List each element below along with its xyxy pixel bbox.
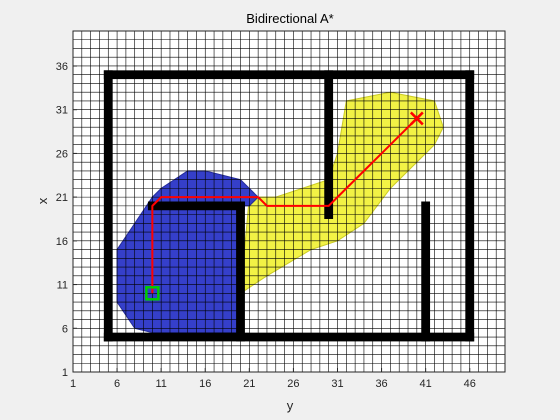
y-tick-label: 6 bbox=[62, 323, 68, 335]
y-tick-label: 21 bbox=[56, 192, 68, 204]
wall-segment bbox=[147, 201, 245, 211]
x-tick-label: 11 bbox=[155, 378, 166, 390]
path-line bbox=[151, 117, 418, 294]
axes-frame bbox=[72, 30, 506, 373]
wall-segment bbox=[421, 201, 431, 342]
x-tick-label: 36 bbox=[375, 378, 387, 390]
y-tick-label: 31 bbox=[56, 105, 68, 117]
wall-segment bbox=[465, 70, 475, 342]
start-marker bbox=[145, 286, 160, 301]
wall-segment bbox=[103, 70, 475, 80]
x-tick-label: 46 bbox=[464, 378, 476, 390]
wall-segment bbox=[236, 201, 245, 342]
y-axis-label: x bbox=[35, 197, 50, 204]
x-axis-ticks: 1 6 11 16 21 26 31 36 41 46 bbox=[70, 368, 476, 390]
x-tick-label: 6 bbox=[114, 378, 120, 390]
chart-title: Bidirectional A* bbox=[246, 11, 333, 26]
x-axis-label: y bbox=[287, 398, 294, 413]
wall-segment bbox=[324, 70, 334, 219]
y-tick-label: 26 bbox=[56, 148, 68, 160]
obstacles bbox=[103, 70, 475, 342]
y-tick-label: 1 bbox=[62, 367, 68, 379]
x-tick-label: 21 bbox=[243, 378, 255, 390]
x-tick-label: 31 bbox=[331, 378, 343, 390]
goal-marker bbox=[409, 111, 424, 126]
x-tick-label: 1 bbox=[70, 378, 76, 390]
y-tick-label: 11 bbox=[57, 280, 68, 292]
y-tick-label: 16 bbox=[56, 236, 68, 248]
goal-marker-stroke bbox=[409, 111, 424, 126]
plot-area bbox=[72, 30, 506, 373]
wall-segment bbox=[103, 70, 113, 342]
x-tick-label: 41 bbox=[420, 378, 432, 390]
wall-segment bbox=[103, 332, 475, 342]
x-tick-label: 26 bbox=[287, 378, 299, 390]
x-tick-label: 16 bbox=[199, 378, 211, 390]
y-tick-label: 36 bbox=[56, 61, 68, 73]
